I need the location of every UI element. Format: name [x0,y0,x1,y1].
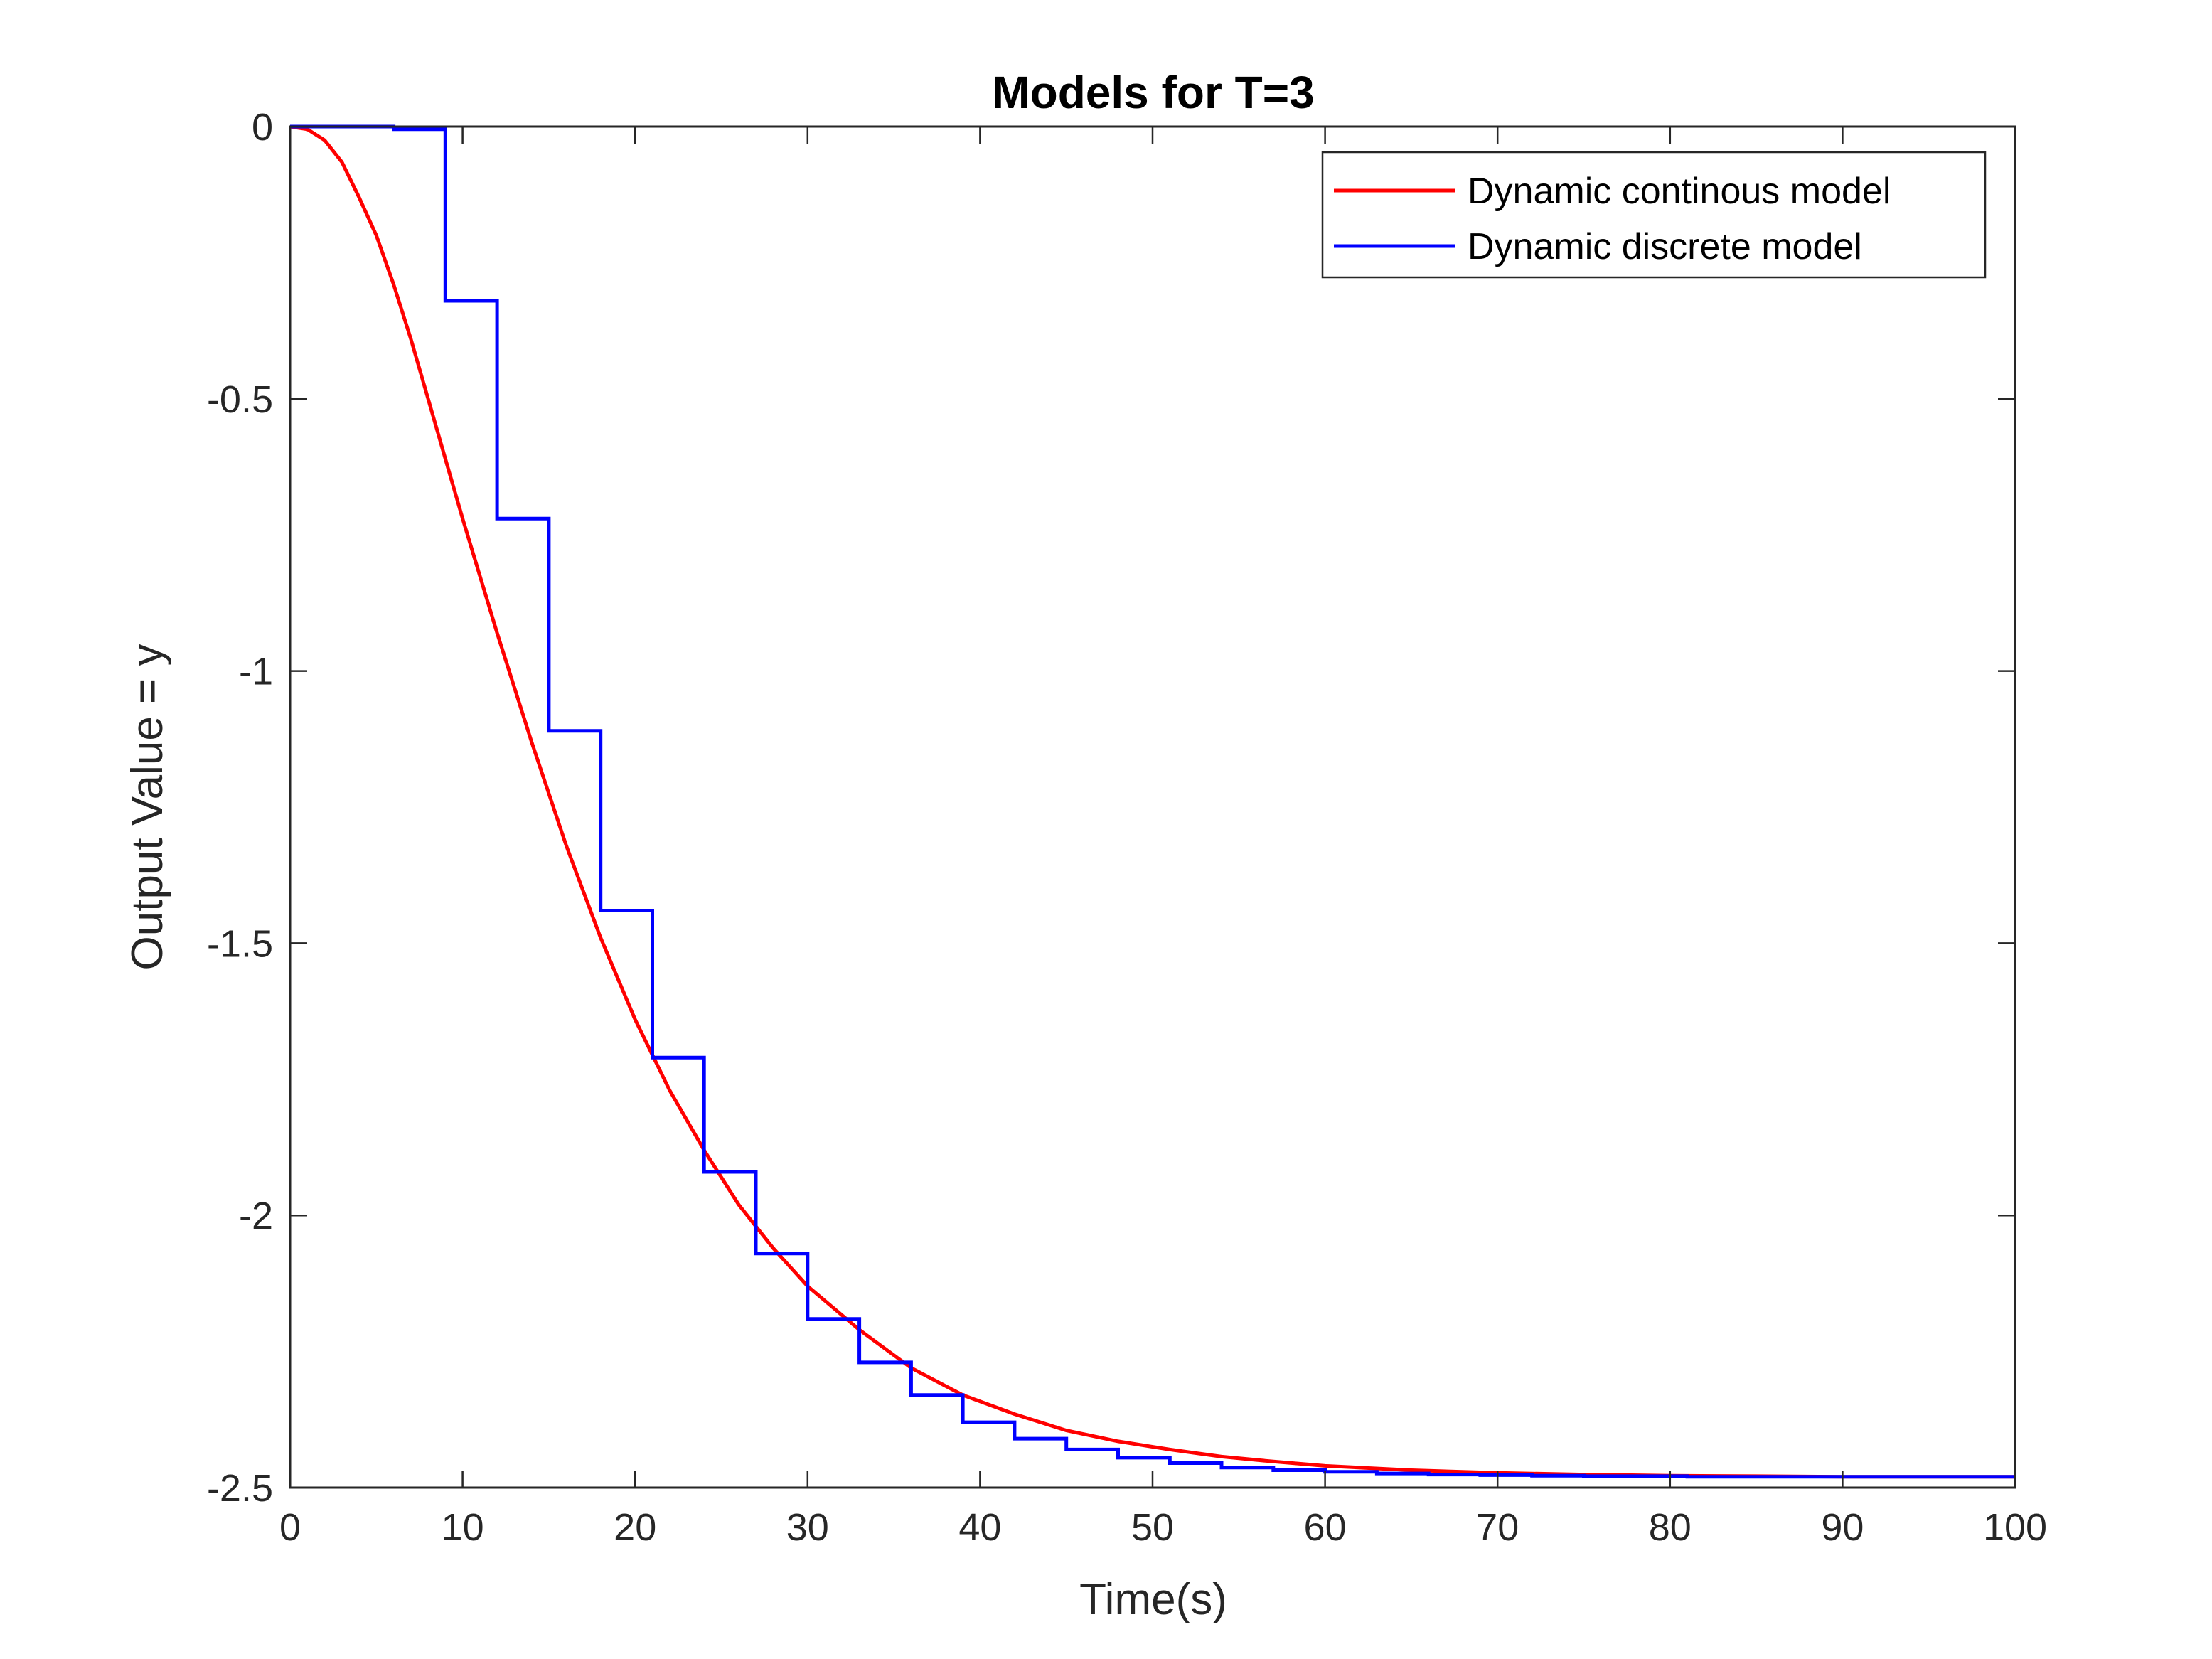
y-tick-label: -0.5 [207,378,273,421]
x-tick-label: 10 [442,1506,484,1549]
x-tick-label: 80 [1649,1506,1692,1549]
y-tick-label: -2.5 [207,1467,273,1510]
x-tick-label: 70 [1476,1506,1519,1549]
y-tick-label: -1.5 [207,922,273,965]
y-axis-title: Output Value = y [123,644,172,971]
x-axis-title: Time(s) [1079,1575,1227,1624]
x-tick-label: 40 [958,1506,1001,1549]
x-tick-label: 60 [1304,1506,1347,1549]
x-tick-label: 0 [279,1506,301,1549]
series-layer [289,124,2015,1479]
x-tick-label: 20 [614,1506,656,1549]
y-tick-label: -2 [239,1195,273,1237]
series-line-discrete [290,124,2015,1479]
plot-frame [289,125,2016,1489]
y-tick-label: 0 [252,106,273,149]
y-tick-label: -1 [239,651,273,693]
series-line-continuous [289,124,2015,1479]
ticks-layer: 0 10 20 30 40 50 60 70 80 90 100 0 -0.5 -1 -1.5 -2 -2.5 [207,106,2047,1549]
x-tick-label: 50 [1131,1506,1174,1549]
x-tick-label: 100 [1983,1506,2047,1549]
legend-label-discrete: Dynamic discrete model [1468,226,1862,267]
legend-box [1321,151,1987,279]
x-tick-label: 30 [786,1506,829,1549]
legend-label-continuous: Dynamic continous model [1468,171,1891,212]
x-tick-label: 90 [1821,1506,1864,1549]
chart-title: Models for T=3 [992,67,1314,118]
legend[interactable]: Dynamic continous model Dynamic discrete… [1321,151,1987,279]
